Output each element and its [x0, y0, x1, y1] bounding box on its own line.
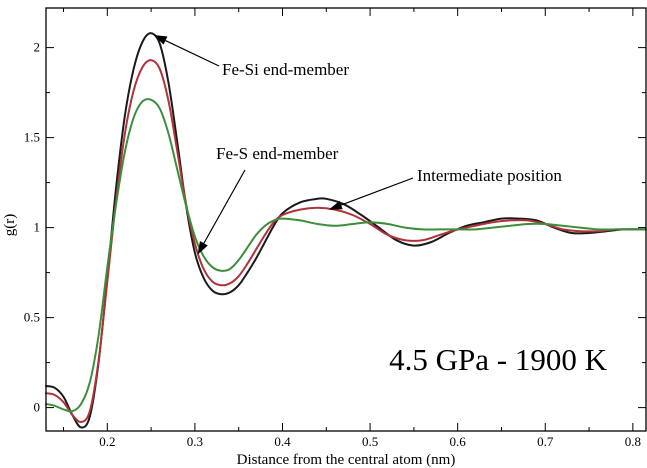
annotation-arrowhead-3: [328, 200, 343, 210]
annotation-fe-s: Fe-S end-member: [216, 144, 339, 163]
condition-label: 4.5 GPa - 1900 K: [389, 342, 607, 377]
y-tick-label: 1.5: [24, 130, 40, 145]
x-tick-label: 0.4: [274, 434, 291, 449]
y-tick-label: 0: [34, 400, 41, 415]
series-line-3: [45, 98, 647, 413]
x-tick-label: 0.7: [537, 434, 554, 449]
x-tick-label: 0.2: [99, 434, 115, 449]
annotation-intermediate: Intermediate position: [417, 166, 562, 185]
y-tick-label: 2: [34, 40, 41, 55]
x-tick-label: 0.3: [187, 434, 203, 449]
y-tick-label: 1: [34, 220, 41, 235]
annotation-layer: [153, 35, 414, 255]
series-layer: [45, 32, 647, 429]
series-line-1: [45, 32, 647, 429]
y-tick-label: 0.5: [24, 310, 40, 325]
x-axis-label: Distance from the central atom (nm): [237, 452, 456, 468]
annotation-arrow-1: [165, 40, 220, 67]
x-tick-label: 0.8: [625, 434, 641, 449]
y-axis-label: g(r): [2, 214, 18, 237]
x-tick-label: 0.6: [450, 434, 467, 449]
ticks-layer: 0.2 0.3 0.4 0.5 0.6 0.7 0.8 0 0.5 1 1.5 2: [24, 8, 646, 449]
annotation-fe-si: Fe-Si end-member: [222, 60, 349, 79]
annotation-arrowhead-1: [153, 35, 168, 45]
annotation-arrow-3: [340, 177, 414, 206]
plot-frame: [45, 7, 647, 432]
x-tick-label: 0.5: [362, 434, 378, 449]
annotation-arrow-2: [203, 169, 246, 244]
annotation-arrowhead-2: [197, 241, 208, 255]
